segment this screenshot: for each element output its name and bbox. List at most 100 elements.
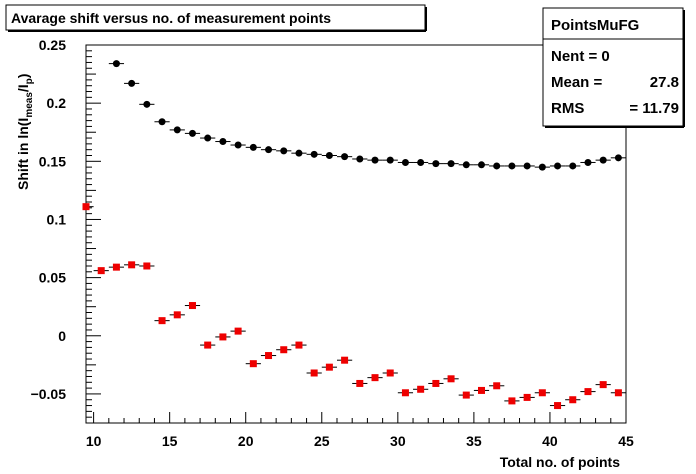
data-point-red [158, 317, 166, 325]
x-tick-label: 30 [390, 433, 406, 449]
y-tick-label: 0.05 [39, 270, 66, 286]
data-point-black [173, 126, 181, 134]
data-point-red [341, 356, 349, 364]
data-point-red [432, 379, 440, 387]
plot-frame [85, 44, 627, 424]
data-marks [82, 60, 626, 410]
data-point-red [280, 346, 288, 354]
x-tick-label: 45 [618, 433, 634, 449]
stats-rms-label: RMS [551, 100, 584, 117]
stats-rms-value: = 11.79 [629, 100, 679, 117]
x-tick-label: 25 [314, 433, 330, 449]
data-point-red [128, 261, 136, 269]
data-point-red [493, 382, 501, 390]
data-point-black [417, 158, 425, 166]
data-point-black [188, 129, 196, 137]
data-point-black [554, 162, 562, 170]
data-point-red [249, 360, 257, 368]
data-point-black [447, 160, 455, 168]
data-point-red [417, 385, 425, 393]
data-point-red [523, 393, 531, 401]
y-tick-label: 0.25 [39, 37, 66, 53]
data-point-black [508, 162, 516, 170]
data-point-red [538, 389, 546, 397]
data-point-black [143, 100, 151, 108]
data-point-black [584, 158, 592, 166]
data-point-black [219, 138, 227, 146]
data-point-red [204, 341, 212, 349]
data-point-black [325, 151, 333, 159]
data-point-red [569, 396, 577, 404]
data-point-red [325, 363, 333, 371]
data-point-black [493, 162, 501, 170]
y-tick-label: 0.15 [39, 153, 66, 169]
data-point-black [462, 161, 470, 169]
data-point-red [295, 341, 303, 349]
data-point-black [371, 156, 379, 164]
data-point-black [401, 158, 409, 166]
data-point-black [614, 154, 622, 162]
data-point-black [523, 162, 531, 170]
data-point-red [584, 388, 592, 396]
y-tick-label: 0.1 [47, 211, 67, 227]
data-point-black [386, 156, 394, 164]
y-tick-label: 0.2 [47, 95, 67, 111]
data-point-red [599, 381, 607, 389]
data-point-black [234, 141, 242, 149]
data-point-black [569, 162, 577, 170]
data-point-black [432, 160, 440, 168]
data-point-black [112, 60, 120, 68]
data-point-red [112, 263, 120, 271]
data-point-red [265, 352, 273, 360]
chart-title: Avarage shift versus no. of measurement … [11, 10, 331, 26]
data-point-black [356, 155, 364, 163]
data-point-black [295, 149, 303, 157]
data-point-black [477, 161, 485, 169]
data-point-red [614, 389, 622, 397]
data-point-red [371, 374, 379, 382]
title-box [5, 4, 426, 31]
data-point-red [508, 397, 516, 405]
data-point-black [128, 79, 136, 87]
data-point-black [599, 156, 607, 164]
data-point-black [280, 147, 288, 155]
data-point-red [188, 302, 196, 310]
stats-mean-label: Mean = [551, 74, 603, 91]
y-axis-label: Shift in ln(Imeas/Ip) [15, 74, 35, 190]
data-point-red [462, 391, 470, 399]
data-point-black [158, 118, 166, 126]
data-point-red [356, 379, 364, 387]
data-point-black [341, 153, 349, 161]
data-point-red [143, 262, 151, 270]
data-point-red [97, 267, 105, 275]
axes: 10 15 20 25 30 35 40 45 −0.05 0 0.05 0.1 0.15 0.2 0.25 [31, 37, 634, 449]
x-tick-label: 10 [86, 433, 102, 449]
x-tick-label: 15 [162, 433, 178, 449]
data-point-red [310, 369, 318, 377]
data-point-red [173, 311, 181, 319]
data-point-red [447, 375, 455, 383]
stats-mean-value: 27.8 [650, 74, 679, 91]
data-point-red [386, 369, 394, 377]
y-tick-label: −0.05 [31, 386, 67, 402]
x-tick-label: 40 [542, 433, 558, 449]
stats-title: PointsMuFG [551, 17, 639, 34]
data-point-red [234, 327, 242, 335]
x-tick-label: 20 [238, 433, 254, 449]
data-point-red [401, 389, 409, 397]
data-point-black [538, 163, 546, 171]
data-point-black [310, 150, 318, 158]
y-tick-label: 0 [58, 328, 66, 344]
data-point-black [265, 146, 273, 154]
x-tick-label: 35 [466, 433, 482, 449]
x-axis-label: Total no. of points [500, 454, 620, 470]
data-point-black [249, 143, 257, 151]
data-point-red [219, 333, 227, 341]
stats-nent: Nent = 0 [551, 48, 610, 65]
data-point-red [554, 402, 562, 410]
data-point-red [477, 386, 485, 394]
data-point-black [204, 134, 212, 142]
stats-box [542, 7, 684, 127]
data-point-red [82, 203, 90, 211]
